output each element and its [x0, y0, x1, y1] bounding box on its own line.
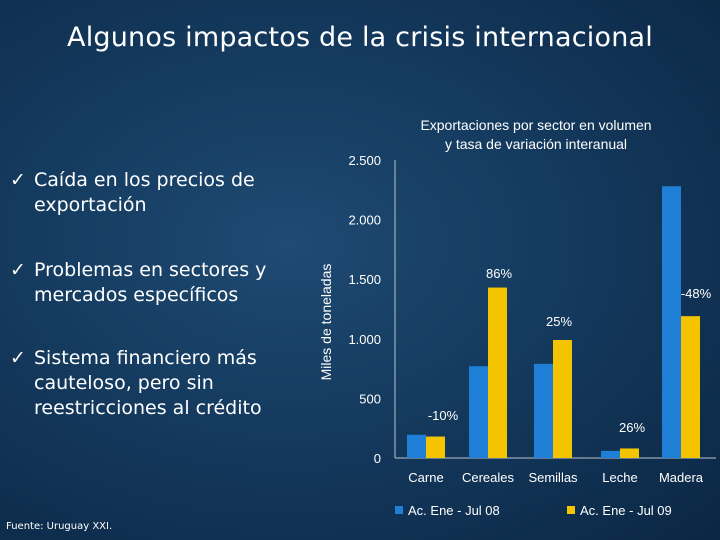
bullet-list: ✓ Caída en los precios de exportación ✓ …: [8, 168, 298, 461]
chart-title-line-2: y tasa de variación interanual: [445, 136, 627, 152]
bar: [426, 436, 445, 458]
bullet-text: Problemas en sectores y mercados específ…: [34, 259, 267, 306]
bullet-text: Sistema financiero más cauteloso, pero s…: [34, 347, 262, 419]
y-tick-group: 0 500 1.000 1.500 2.000 2.500: [348, 153, 381, 466]
bullet-item: ✓ Sistema financiero más cauteloso, pero…: [8, 346, 298, 421]
y-tick-label: 1.000: [348, 332, 381, 347]
bar: [681, 316, 700, 458]
data-annotation: 26%: [619, 420, 645, 435]
data-annotation: 25%: [546, 314, 572, 329]
y-axis-label: Miles de toneladas: [318, 264, 334, 381]
checkmark-icon: ✓: [10, 169, 26, 191]
y-tick-label: 0: [374, 451, 381, 466]
y-tick-label: 500: [359, 391, 381, 406]
bar: [488, 287, 507, 458]
bullet-item: ✓ Caída en los precios de exportación: [8, 168, 298, 218]
y-tick-label: 2.500: [348, 153, 381, 168]
slide-title: Algunos impactos de la crisis internacio…: [67, 22, 653, 53]
checkmark-icon: ✓: [10, 259, 26, 281]
legend-swatch: [567, 506, 575, 514]
x-label-group: Carne Cereales Semillas Leche Madera: [408, 470, 704, 485]
y-tick-label: 2.000: [348, 213, 381, 228]
annotation-group: -10% 86% 25% 26% -48%: [428, 266, 712, 435]
bar: [553, 339, 572, 458]
bar: [407, 434, 426, 458]
legend-label: Ac. Ene - Jul 09: [580, 503, 672, 518]
x-tick-label: Carne: [408, 470, 443, 485]
data-annotation: -10%: [428, 408, 459, 423]
data-annotation: 86%: [486, 266, 512, 281]
bullet-text: Caída en los precios de exportación: [34, 169, 255, 216]
bar: [534, 363, 553, 458]
data-annotation: -48%: [681, 286, 712, 301]
bar: [620, 448, 639, 458]
chart-title-line-1: Exportaciones por sector en volumen: [420, 117, 651, 133]
bar: [469, 366, 488, 458]
bar: [662, 186, 681, 458]
legend-swatch: [395, 506, 403, 514]
x-tick-label: Semillas: [528, 470, 578, 485]
legend: Ac. Ene - Jul 08 Ac. Ene - Jul 09: [395, 503, 672, 518]
x-tick-label: Madera: [659, 470, 704, 485]
y-tick-label: 1.500: [348, 272, 381, 287]
source-note: Fuente: Uruguay XXI.: [6, 521, 113, 532]
checkmark-icon: ✓: [10, 347, 26, 369]
x-tick-label: Leche: [602, 470, 637, 485]
bar: [601, 450, 620, 458]
x-tick-label: Cereales: [462, 470, 515, 485]
bullet-item: ✓ Problemas en sectores y mercados espec…: [8, 258, 298, 308]
bars-group: [407, 186, 700, 458]
legend-label: Ac. Ene - Jul 08: [408, 503, 500, 518]
